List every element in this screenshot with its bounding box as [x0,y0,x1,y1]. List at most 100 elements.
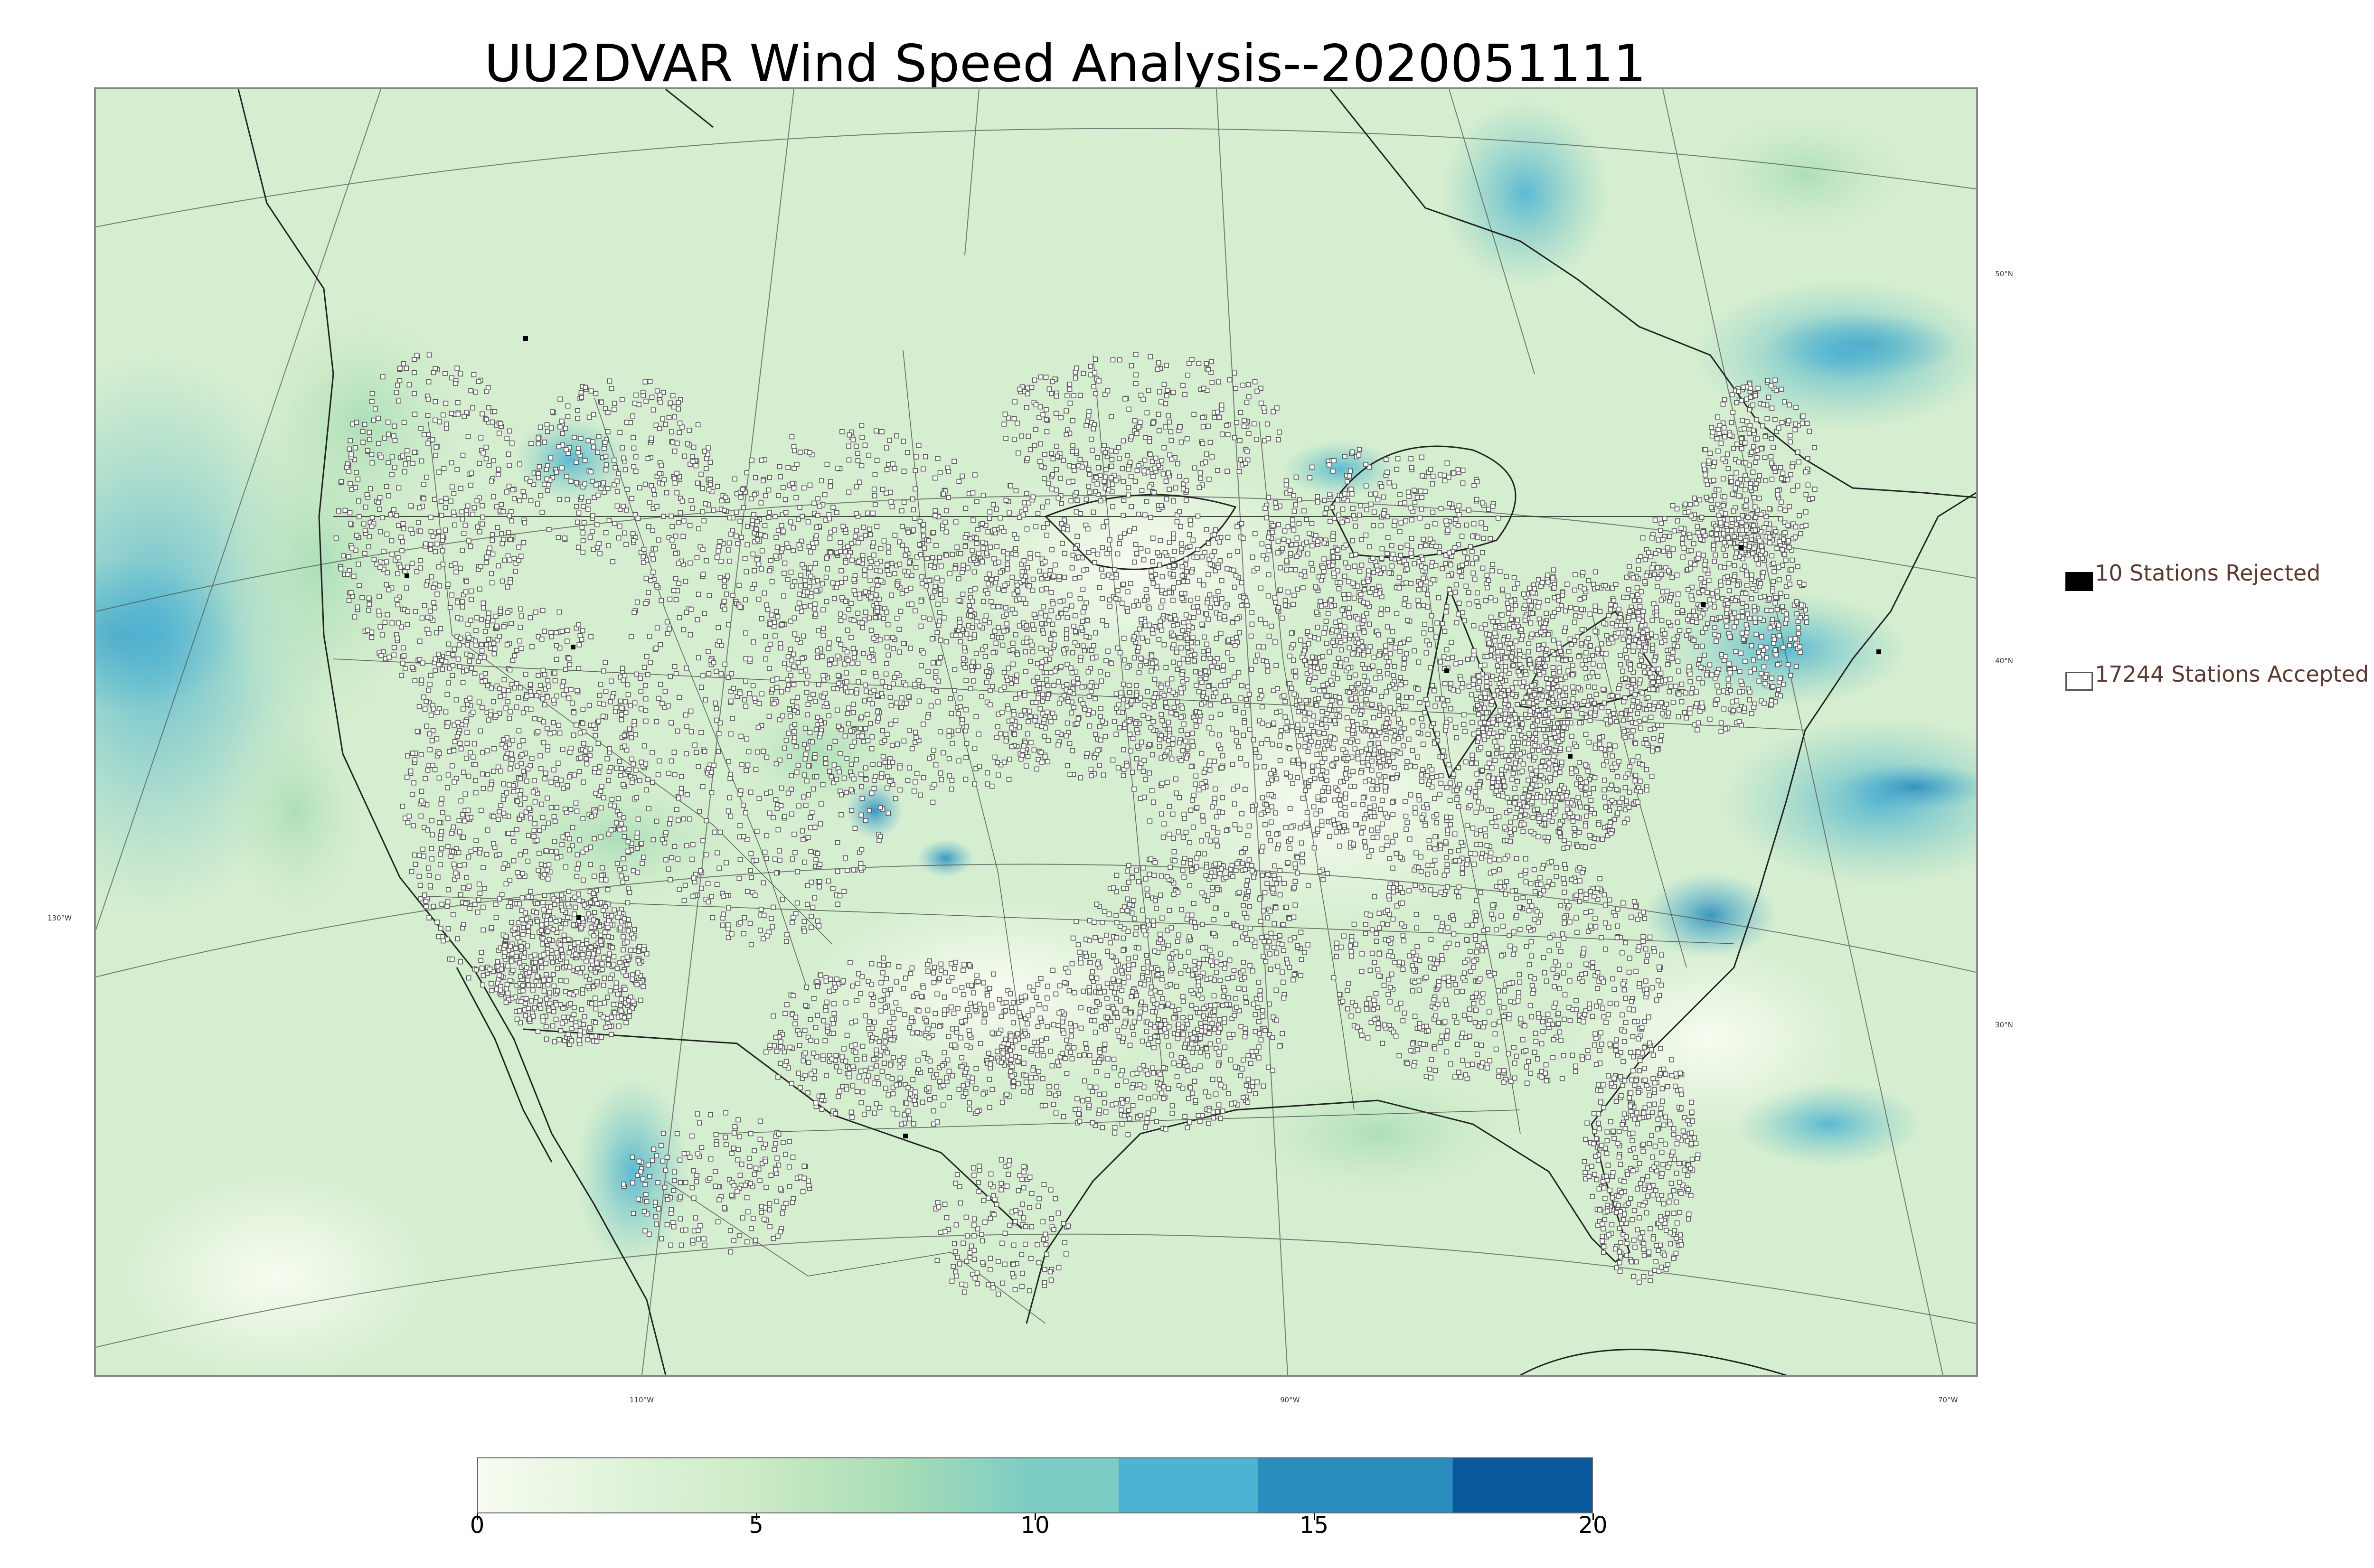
station-accepted-marker [1134,693,1139,698]
station-accepted-marker [890,760,895,765]
station-accepted-marker [1384,689,1389,695]
station-accepted-marker [580,965,585,971]
station-accepted-marker [1340,829,1346,835]
station-accepted-marker [1403,799,1408,804]
station-accepted-marker [1363,697,1369,702]
station-accepted-marker [1316,636,1321,642]
station-accepted-marker [885,732,890,737]
station-accepted-marker [933,559,938,565]
station-accepted-marker [438,851,443,857]
station-accepted-marker [487,786,493,792]
station-accepted-marker [617,759,622,764]
station-accepted-marker [467,695,473,701]
station-accepted-marker [963,707,969,713]
station-accepted-marker [1170,811,1176,817]
station-accepted-marker [1489,568,1495,573]
station-accepted-marker [1159,780,1165,786]
station-accepted-marker [464,875,470,880]
station-accepted-marker [1043,573,1048,578]
station-accepted-marker [540,1018,546,1023]
station-accepted-marker [640,861,645,866]
station-accepted-marker [1371,655,1377,660]
station-accepted-marker [1250,807,1255,813]
station-accepted-marker [748,942,754,948]
station-accepted-marker [523,1013,528,1018]
station-accepted-marker [1488,850,1494,856]
station-accepted-marker [1512,826,1517,832]
station-accepted-marker [1314,610,1319,615]
station-accepted-marker [782,814,787,819]
station-accepted-marker [524,779,529,784]
station-accepted-marker [1175,622,1180,627]
station-accepted-marker [1115,765,1121,770]
station-accepted-marker [949,778,955,783]
station-accepted-marker [1164,496,1169,502]
station-accepted-marker [1055,730,1061,735]
station-accepted-marker [1170,742,1176,747]
station-accepted-marker [458,746,464,751]
station-accepted-marker [1157,737,1162,742]
station-accepted-marker [1037,686,1042,691]
station-accepted-marker [650,750,655,755]
station-accepted-marker [737,823,743,828]
station-accepted-marker [1272,873,1277,878]
station-accepted-marker [1071,705,1076,710]
station-accepted-marker [581,741,586,746]
station-accepted-marker [1281,693,1287,699]
station-accepted-marker [1178,728,1184,733]
station-accepted-marker [786,666,791,672]
station-accepted-marker [1291,885,1297,891]
station-accepted-marker [634,830,640,836]
station-accepted-marker [1365,678,1370,684]
station-accepted-marker [419,789,424,794]
station-accepted-marker [1170,689,1176,695]
station-accepted-marker [619,717,624,723]
station-accepted-marker [1147,770,1152,776]
station-accepted-marker [861,739,866,744]
station-accepted-marker [1003,605,1008,610]
station-accepted-marker [935,678,941,684]
station-accepted-marker [504,642,510,648]
station-accepted-marker [537,997,543,1003]
station-accepted-marker [808,594,814,600]
station-accepted-marker [1069,710,1074,716]
station-accepted-marker [451,748,457,753]
station-accepted-marker [569,1038,574,1043]
wind-speed-map[interactable] [96,89,1976,1375]
station-accepted-marker [1091,710,1096,715]
station-accepted-marker [448,854,454,859]
station-accepted-marker [500,797,506,802]
station-accepted-marker [779,622,785,627]
station-accepted-marker [1092,755,1097,761]
station-accepted-marker [1058,664,1064,669]
station-accepted-marker [826,646,832,651]
station-accepted-marker [558,1028,564,1033]
station-accepted-marker [933,689,939,694]
station-accepted-marker [641,743,647,749]
station-accepted-marker [1413,810,1418,816]
station-accepted-marker [798,573,803,578]
station-accepted-marker [1403,680,1409,685]
station-accepted-marker [1012,610,1018,616]
station-accepted-marker [480,982,486,988]
station-accepted-marker [1089,648,1094,653]
station-accepted-marker [1002,760,1007,765]
station-accepted-marker [720,922,725,928]
station-accepted-marker [429,856,435,862]
station-accepted-marker [1080,587,1086,592]
map-panel[interactable] [94,87,1978,1377]
station-accepted-marker [538,1005,544,1011]
station-accepted-marker [1232,674,1237,680]
station-accepted-marker [1343,739,1348,744]
station-accepted-marker [1023,573,1028,579]
station-accepted-marker [1274,710,1279,715]
station-accepted-marker [1379,694,1384,699]
station-accepted-marker [553,1002,559,1008]
station-accepted-marker [785,687,791,693]
station-accepted-marker [540,825,546,831]
station-accepted-marker [859,796,865,801]
station-accepted-marker [990,502,996,507]
station-accepted-marker [795,660,801,666]
station-accepted-marker [563,864,569,870]
station-accepted-marker [990,634,995,639]
